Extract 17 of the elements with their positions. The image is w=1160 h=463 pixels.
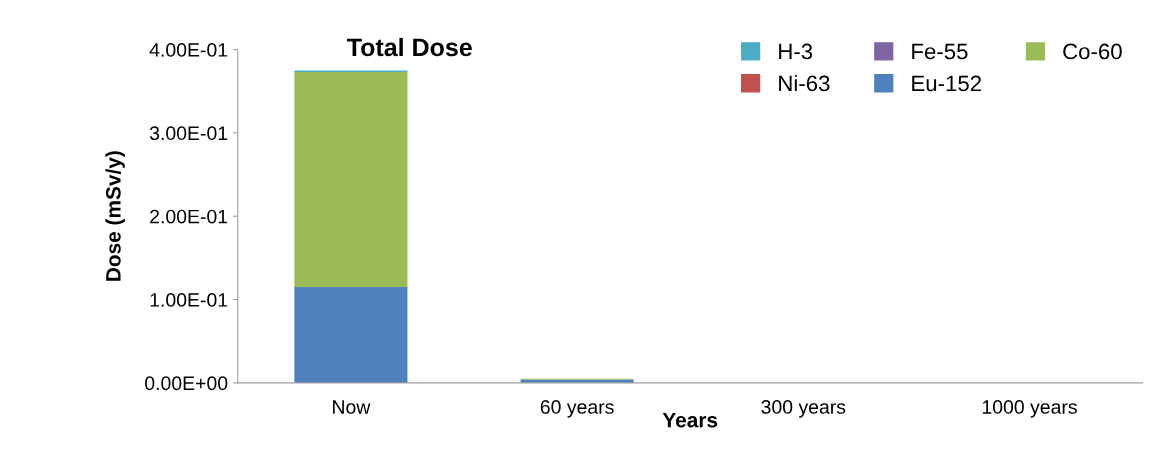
x-tick-label: 300 years [761, 400, 846, 418]
y-axis-title: Dose (mSv/y) [105, 151, 125, 281]
y-tick-label: 0.00E+00 [145, 376, 228, 391]
y-tick-label: 3.00E-01 [149, 126, 228, 141]
chart-title: Total Dose [347, 37, 472, 57]
x-tick-label: Now [333, 400, 371, 414]
y-tick-label: 1.00E-01 [150, 293, 228, 307]
x-tick-label: 1000 years [982, 400, 1077, 418]
y-tick-label: 4.00E-01 [149, 43, 228, 57]
legend-label: Eu-152 [912, 75, 981, 92]
x-tick-label: 60 years [540, 400, 614, 418]
legend-label: Fe-55 [912, 43, 968, 60]
legend-label: Ni-63 [779, 74, 830, 92]
x-axis-title: Years [662, 412, 718, 428]
legend-label: Co-60 [1063, 43, 1122, 60]
legend-label: H-3 [779, 43, 813, 60]
y-tick-label: 2.00E-01 [150, 209, 228, 224]
